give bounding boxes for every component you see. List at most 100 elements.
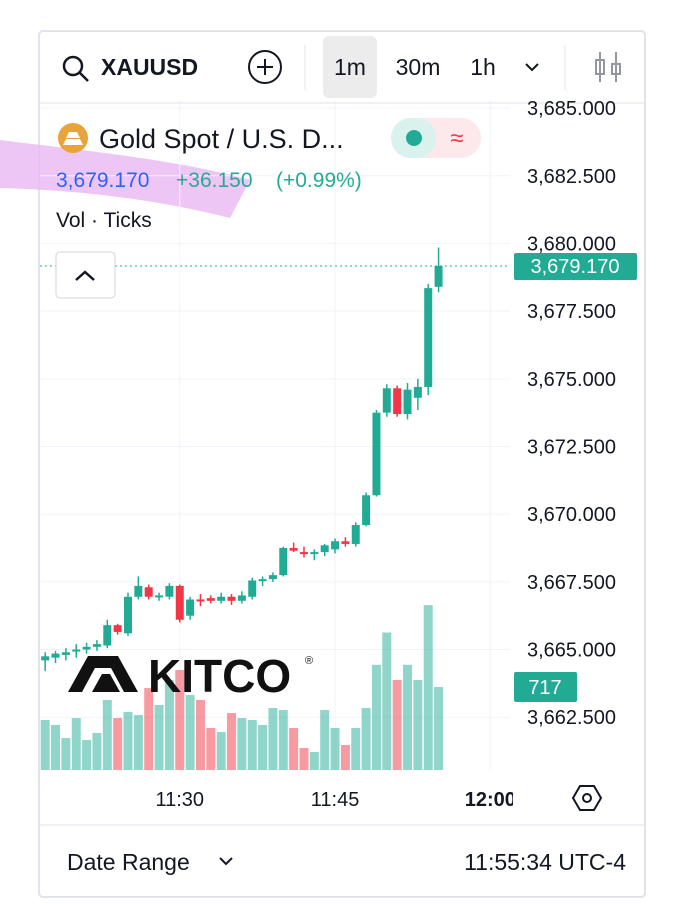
y-tick-label: 3,665.000 bbox=[527, 640, 616, 662]
last-price-label: 3,679.170 bbox=[531, 256, 620, 278]
change: +36.150 bbox=[176, 169, 253, 192]
candle-body bbox=[196, 599, 205, 602]
candle-body bbox=[61, 652, 70, 655]
candle-body bbox=[186, 599, 195, 616]
symbol-name: Gold Spot / U.S. D... bbox=[99, 124, 344, 154]
volume-bar bbox=[382, 632, 392, 770]
candle-body bbox=[72, 649, 81, 652]
candle-body bbox=[372, 412, 381, 496]
volume-bar bbox=[423, 605, 433, 770]
status-icon: ≈ bbox=[450, 125, 463, 152]
volume-bar bbox=[144, 688, 154, 770]
dropdown[interactable] bbox=[525, 63, 539, 72]
active-interval bbox=[323, 36, 377, 98]
status-dot bbox=[406, 130, 422, 146]
volume-bar bbox=[82, 740, 92, 770]
y-tick-label: 3,670.000 bbox=[527, 504, 616, 526]
svg-text:®: ® bbox=[305, 655, 313, 667]
volume-bar bbox=[206, 727, 216, 770]
volume-bar bbox=[278, 710, 288, 770]
add-button[interactable] bbox=[248, 50, 282, 84]
volume-bar bbox=[309, 751, 319, 770]
volume-bar bbox=[237, 718, 247, 770]
y-tick-label: 3,680.000 bbox=[527, 233, 616, 255]
candle-body bbox=[123, 596, 132, 634]
y-tick-label: 3,682.500 bbox=[527, 166, 616, 188]
volume-bar bbox=[371, 664, 381, 770]
candle-body bbox=[268, 575, 277, 580]
candle-body bbox=[393, 388, 402, 415]
indicator-name: Vol · Ticks bbox=[56, 209, 152, 232]
candle-body bbox=[113, 625, 122, 632]
candle-body bbox=[258, 579, 267, 582]
candle-body bbox=[227, 596, 236, 601]
candle-body bbox=[206, 598, 215, 601]
volume-bar bbox=[195, 699, 205, 770]
candle-body bbox=[92, 644, 101, 647]
volume-bar bbox=[185, 695, 195, 770]
candle-body bbox=[51, 653, 60, 658]
y-tick-label: 3,677.500 bbox=[527, 301, 616, 323]
volume-bar bbox=[320, 710, 330, 770]
candle-body bbox=[434, 265, 443, 287]
card bbox=[38, 30, 646, 898]
x-tick-label: 11:45 bbox=[311, 789, 360, 811]
collapse-button[interactable] bbox=[55, 251, 116, 299]
candle-body bbox=[41, 656, 50, 661]
last-volume-label: 717 bbox=[528, 677, 561, 699]
search-icon[interactable] bbox=[62, 55, 89, 82]
svg-text:KITCO: KITCO bbox=[148, 650, 291, 702]
volume-bar bbox=[340, 745, 350, 770]
candle-body bbox=[217, 596, 226, 601]
candle-body bbox=[299, 552, 308, 555]
candle-body bbox=[144, 587, 153, 597]
date-range[interactable]: Date Range bbox=[67, 849, 190, 875]
y-tick-label: 3,672.500 bbox=[527, 437, 616, 459]
candle-body bbox=[362, 495, 371, 526]
candle-body bbox=[165, 585, 174, 597]
x-tick-label: 11:30 bbox=[155, 789, 204, 811]
candle-body bbox=[289, 548, 298, 551]
volume-bar bbox=[434, 687, 444, 770]
candle-body bbox=[248, 580, 257, 597]
volume-bar bbox=[92, 732, 102, 770]
volume-bar bbox=[154, 704, 164, 770]
last-volume-box bbox=[514, 672, 577, 703]
y-tick-label: 3,675.000 bbox=[527, 369, 616, 391]
candle-body bbox=[237, 595, 246, 601]
candle-body bbox=[424, 288, 433, 387]
volume-bar bbox=[61, 738, 71, 770]
volume-bar bbox=[51, 724, 61, 770]
volume-bar bbox=[361, 707, 371, 770]
volume-bar bbox=[351, 727, 361, 770]
volume-bar bbox=[133, 715, 143, 770]
interval[interactable]: 1m bbox=[334, 54, 366, 80]
volume-bar bbox=[175, 670, 185, 770]
volume-bar bbox=[71, 718, 81, 770]
volume-bar bbox=[123, 712, 133, 770]
x-tick-label: 12:00 bbox=[465, 789, 516, 811]
last-price: 3,679.170 bbox=[56, 169, 149, 192]
volume-bar bbox=[413, 679, 423, 770]
watermark: KITCO ® bbox=[68, 650, 313, 702]
chart-type-icon[interactable] bbox=[595, 52, 621, 82]
candle-body bbox=[175, 585, 184, 620]
volume-bar bbox=[403, 664, 413, 770]
volume-bar bbox=[299, 748, 309, 770]
candle-body bbox=[351, 525, 360, 544]
volume-bar bbox=[289, 727, 299, 770]
volume-bar bbox=[227, 713, 237, 770]
candle-body bbox=[413, 386, 422, 398]
candle-body bbox=[331, 541, 340, 550]
interval[interactable]: 1h bbox=[470, 54, 496, 80]
volume-bar bbox=[40, 720, 50, 770]
candle-body bbox=[134, 585, 143, 597]
interval[interactable]: 30m bbox=[396, 54, 441, 80]
y-tick-label: 3,667.500 bbox=[527, 572, 616, 594]
volume-bar bbox=[164, 679, 174, 770]
settings-icon[interactable] bbox=[571, 785, 603, 811]
candle-body bbox=[320, 545, 329, 553]
last-price-box bbox=[514, 252, 637, 280]
symbol[interactable]: XAUUSD bbox=[101, 54, 198, 80]
